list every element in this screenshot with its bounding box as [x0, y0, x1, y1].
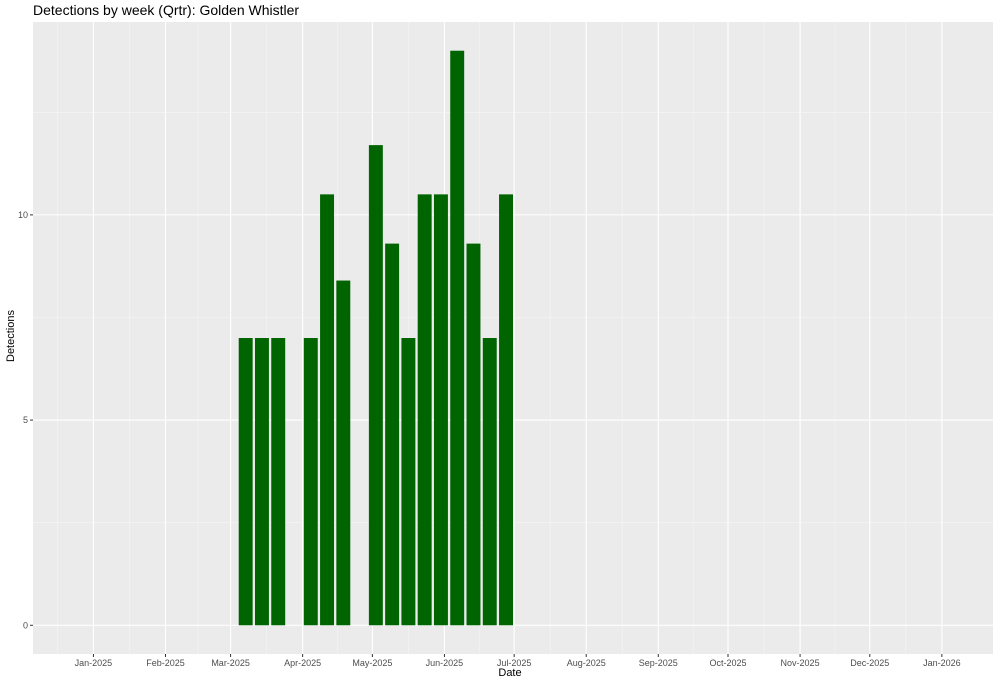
- x-tick-label: Oct-2025: [709, 658, 746, 668]
- x-tick-label: Nov-2025: [781, 658, 820, 668]
- x-tick-label: May-2025: [352, 658, 392, 668]
- x-axis-label: Date: [498, 667, 522, 679]
- bar: [401, 338, 416, 626]
- y-tick-label: 0: [23, 620, 28, 630]
- bar: [238, 338, 253, 626]
- bar: [482, 338, 497, 626]
- x-tick-label: Apr-2025: [284, 658, 321, 668]
- y-tick-label: 5: [23, 415, 28, 425]
- bar: [254, 338, 269, 626]
- chart-title: Detections by week (Qrtr): Golden Whistl…: [33, 2, 300, 18]
- bar: [466, 243, 481, 626]
- x-tick-label: Jan-2026: [923, 658, 961, 668]
- x-tick-label: Jan-2025: [75, 658, 113, 668]
- bar: [320, 194, 335, 626]
- bar: [271, 338, 286, 626]
- x-tick-label: Feb-2025: [146, 658, 185, 668]
- y-tick-label: 10: [18, 210, 28, 220]
- bar: [417, 194, 432, 626]
- bars: [238, 50, 513, 626]
- x-tick-label: Jul-2025: [497, 658, 532, 668]
- x-tick-label: Jun-2025: [426, 658, 464, 668]
- bar: [336, 280, 351, 626]
- bar: [433, 194, 448, 626]
- bar: [499, 194, 513, 626]
- x-tick-label: Sep-2025: [639, 658, 678, 668]
- axes: Jan-2025 Feb-2025 Mar-2025 Apr-2025 May-2025…: [18, 210, 961, 668]
- x-tick-label: Aug-2025: [567, 658, 606, 668]
- x-tick-label: Dec-2025: [850, 658, 889, 668]
- bar: [303, 338, 318, 626]
- x-tick-label: Mar-2025: [211, 658, 250, 668]
- bar: [450, 50, 465, 626]
- bar: [368, 145, 383, 626]
- bar: [385, 243, 400, 626]
